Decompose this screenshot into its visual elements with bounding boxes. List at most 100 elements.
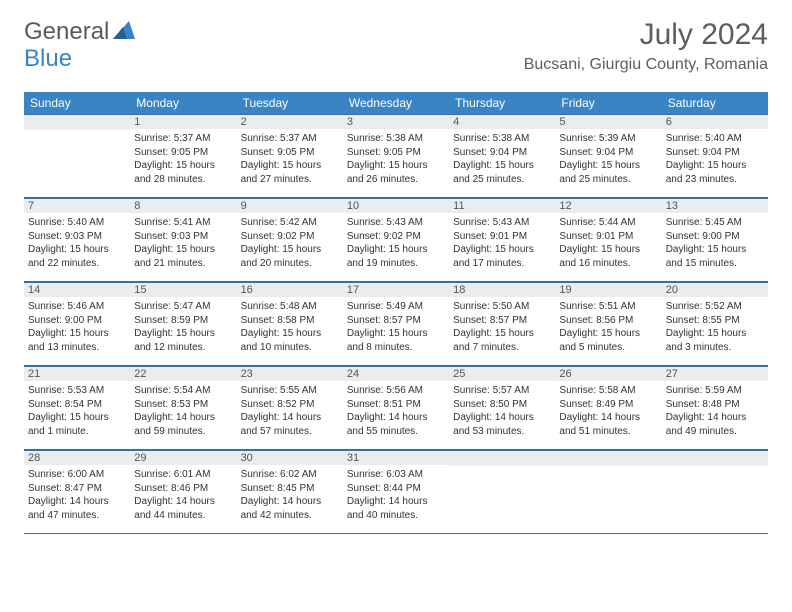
sunset-line: Sunset: 8:57 PM <box>453 314 551 328</box>
day-info: Sunrise: 5:42 AMSunset: 9:02 PMDaylight:… <box>241 216 339 270</box>
sunrise-line: Sunrise: 5:55 AM <box>241 384 339 398</box>
calendar-cell: 29 Sunrise: 6:01 AMSunset: 8:46 PMDayligh… <box>130 450 236 534</box>
sunrise-line: Sunrise: 5:45 AM <box>666 216 764 230</box>
calendar-cell-empty <box>662 450 768 534</box>
sunrise-line: Sunrise: 5:37 AM <box>241 132 339 146</box>
sunset-line: Sunset: 8:51 PM <box>347 398 445 412</box>
day-number: 10 <box>343 199 449 213</box>
day-info: Sunrise: 5:40 AMSunset: 9:03 PMDaylight:… <box>28 216 126 270</box>
daylight-line: Daylight: 15 hours and 25 minutes. <box>559 159 657 186</box>
day-info: Sunrise: 5:38 AMSunset: 9:05 PMDaylight:… <box>347 132 445 186</box>
sunset-line: Sunset: 9:05 PM <box>241 146 339 160</box>
daylight-line: Daylight: 15 hours and 16 minutes. <box>559 243 657 270</box>
sunset-line: Sunset: 8:56 PM <box>559 314 657 328</box>
day-number: 13 <box>662 199 768 213</box>
sunrise-line: Sunrise: 5:54 AM <box>134 384 232 398</box>
daylight-line: Daylight: 14 hours and 49 minutes. <box>666 411 764 438</box>
location: Bucsani, Giurgiu County, Romania <box>524 56 768 74</box>
sunset-line: Sunset: 8:58 PM <box>241 314 339 328</box>
sunset-line: Sunset: 9:05 PM <box>347 146 445 160</box>
calendar-cell: 23Sunrise: 5:55 AMSunset: 8:52 PMDayligh… <box>237 366 343 450</box>
day-info: Sunrise: 5:54 AMSunset: 8:53 PMDaylight:… <box>134 384 232 438</box>
calendar-cell: 10Sunrise: 5:43 AMSunset: 9:02 PMDayligh… <box>343 198 449 282</box>
sunrise-line: Sunrise: 6:02 AM <box>241 468 339 482</box>
sunset-line: Sunset: 9:02 PM <box>241 230 339 244</box>
daylight-line: Daylight: 15 hours and 12 minutes. <box>134 327 232 354</box>
sunrise-line: Sunrise: 5:59 AM <box>666 384 764 398</box>
sunrise-line: Sunrise: 5:51 AM <box>559 300 657 314</box>
sunrise-line: Sunrise: 5:42 AM <box>241 216 339 230</box>
day-number: 29 <box>130 451 236 465</box>
sunset-line: Sunset: 9:02 PM <box>347 230 445 244</box>
day-number: 17 <box>343 283 449 297</box>
day-number: 19 <box>555 283 661 297</box>
calendar-cell: 8 Sunrise: 5:41 AMSunset: 9:03 PMDaylight… <box>130 198 236 282</box>
logo-text-blue: Blue <box>24 45 72 72</box>
day-number: 14 <box>24 283 130 297</box>
sunrise-line: Sunrise: 5:49 AM <box>347 300 445 314</box>
sunset-line: Sunset: 9:05 PM <box>134 146 232 160</box>
sunrise-line: Sunrise: 5:37 AM <box>134 132 232 146</box>
logo-text-general: General <box>24 18 109 46</box>
sunset-line: Sunset: 8:47 PM <box>28 482 126 496</box>
sunrise-line: Sunrise: 5:40 AM <box>666 132 764 146</box>
daylight-line: Daylight: 15 hours and 8 minutes. <box>347 327 445 354</box>
sunrise-line: Sunrise: 6:03 AM <box>347 468 445 482</box>
dayhead-friday: Friday <box>555 92 661 114</box>
day-number: 15 <box>130 283 236 297</box>
daylight-line: Daylight: 15 hours and 27 minutes. <box>241 159 339 186</box>
daylight-line: Daylight: 15 hours and 21 minutes. <box>134 243 232 270</box>
day-info: Sunrise: 5:38 AMSunset: 9:04 PMDaylight:… <box>453 132 551 186</box>
sunset-line: Sunset: 9:00 PM <box>666 230 764 244</box>
calendar-cell: 18Sunrise: 5:50 AMSunset: 8:57 PMDayligh… <box>449 282 555 366</box>
calendar-cell: 12Sunrise: 5:44 AMSunset: 9:01 PMDayligh… <box>555 198 661 282</box>
daylight-line: Daylight: 14 hours and 59 minutes. <box>134 411 232 438</box>
calendar-cell: 19 Sunrise: 5:51 AMSunset: 8:56 PMDayligh… <box>555 282 661 366</box>
daylight-line: Daylight: 15 hours and 19 minutes. <box>347 243 445 270</box>
sunrise-line: Sunrise: 5:58 AM <box>559 384 657 398</box>
day-info: Sunrise: 6:01 AMSunset: 8:46 PMDaylight:… <box>134 468 232 522</box>
daylight-line: Daylight: 15 hours and 1 minute. <box>28 411 126 438</box>
sunrise-line: Sunrise: 5:40 AM <box>28 216 126 230</box>
sunrise-line: Sunrise: 5:39 AM <box>559 132 657 146</box>
daylight-line: Daylight: 15 hours and 3 minutes. <box>666 327 764 354</box>
daylight-line: Daylight: 15 hours and 5 minutes. <box>559 327 657 354</box>
calendar-cell: 7Sunrise: 5:40 AMSunset: 9:03 PMDaylight… <box>24 198 130 282</box>
calendar-cell: 5Sunrise: 5:39 AMSunset: 9:04 PMDaylight… <box>555 114 661 198</box>
day-info: Sunrise: 5:43 AMSunset: 9:01 PMDaylight:… <box>453 216 551 270</box>
day-number: 1 <box>130 115 236 129</box>
calendar-cell: 15Sunrise: 5:47 AMSunset: 8:59 PMDayligh… <box>130 282 236 366</box>
calendar-cell: 20Sunrise: 5:52 AMSunset: 8:55 PMDayligh… <box>662 282 768 366</box>
calendar-cell: 13Sunrise: 5:45 AMSunset: 9:00 PMDayligh… <box>662 198 768 282</box>
daylight-line: Daylight: 14 hours and 47 minutes. <box>28 495 126 522</box>
daylight-line: Daylight: 15 hours and 13 minutes. <box>28 327 126 354</box>
sunrise-line: Sunrise: 5:50 AM <box>453 300 551 314</box>
calendar-cell: 26Sunrise: 5:58 AMSunset: 8:49 PMDayligh… <box>555 366 661 450</box>
day-info: Sunrise: 5:51 AMSunset: 8:56 PMDaylight:… <box>559 300 657 354</box>
day-number: 26 <box>555 367 661 381</box>
sunset-line: Sunset: 9:01 PM <box>453 230 551 244</box>
day-number: 6 <box>662 115 768 129</box>
sunset-line: Sunset: 9:04 PM <box>666 146 764 160</box>
dayhead-thursday: Thursday <box>449 92 555 114</box>
sunset-line: Sunset: 9:04 PM <box>453 146 551 160</box>
daylight-line: Daylight: 15 hours and 23 minutes. <box>666 159 764 186</box>
day-number: 11 <box>449 199 555 213</box>
day-number: 8 <box>130 199 236 213</box>
daylight-line: Daylight: 15 hours and 28 minutes. <box>134 159 232 186</box>
daylight-line: Daylight: 14 hours and 44 minutes. <box>134 495 232 522</box>
day-info: Sunrise: 5:37 AMSunset: 9:05 PMDaylight:… <box>134 132 232 186</box>
day-number: 18 <box>449 283 555 297</box>
calendar-cell: 28 Sunrise: 6:00 AMSunset: 8:47 PMDayligh… <box>24 450 130 534</box>
sunset-line: Sunset: 8:52 PM <box>241 398 339 412</box>
calendar-cell-empty <box>24 114 130 198</box>
logo: General <box>24 18 137 46</box>
sunset-line: Sunset: 9:03 PM <box>134 230 232 244</box>
day-number: 16 <box>237 283 343 297</box>
day-info: Sunrise: 6:00 AMSunset: 8:47 PMDaylight:… <box>28 468 126 522</box>
daylight-line: Daylight: 15 hours and 17 minutes. <box>453 243 551 270</box>
calendar-cell-empty <box>449 450 555 534</box>
sunset-line: Sunset: 9:04 PM <box>559 146 657 160</box>
day-info: Sunrise: 5:41 AMSunset: 9:03 PMDaylight:… <box>134 216 232 270</box>
day-number: 28 <box>24 451 130 465</box>
